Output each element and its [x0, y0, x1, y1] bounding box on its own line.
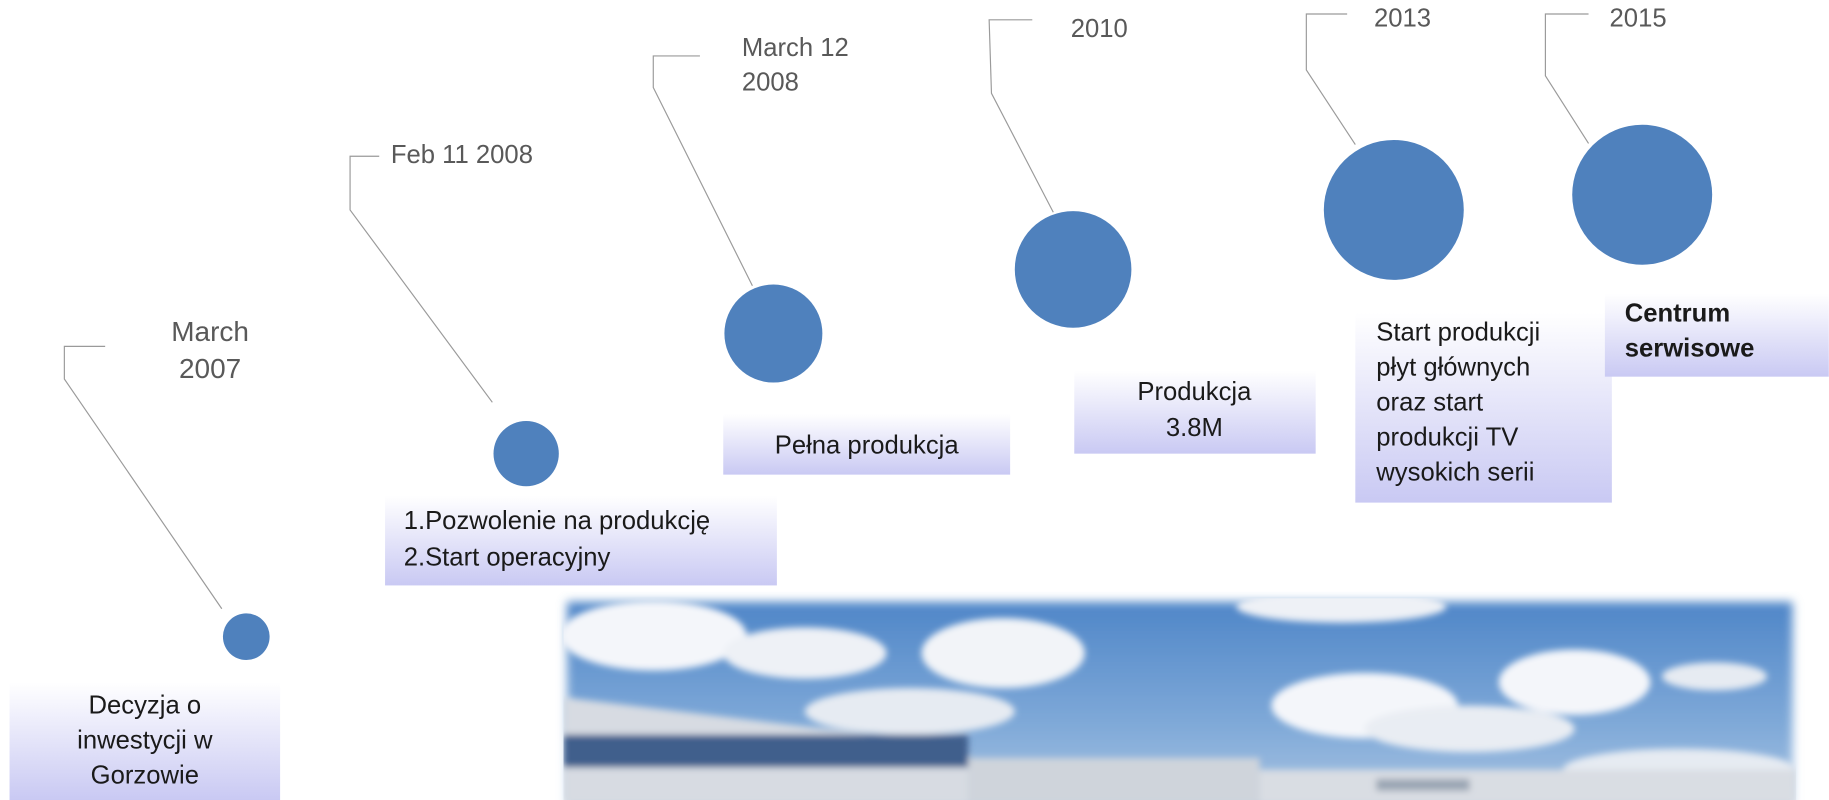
- milestone-date: Feb 11 2008: [391, 141, 533, 169]
- milestone-date: 2013: [1374, 5, 1431, 33]
- photo: [560, 590, 1796, 800]
- milestone-label: oraz start: [1376, 388, 1483, 416]
- milestone-label: Centrum: [1625, 300, 1730, 328]
- milestone: March 2007 Decyzja o inwestycji w Gorzowie: [10, 316, 281, 800]
- milestone-label: płyt głównych: [1376, 353, 1530, 381]
- milestone-label: Produkcja: [1137, 378, 1252, 406]
- timeline: March 2007 Decyzja o inwestycji w Gorzowie Fe…: [0, 0, 1829, 800]
- milestone-dot: [724, 285, 822, 383]
- milestone-dot: [1572, 125, 1712, 265]
- milestone-date: 2007: [179, 353, 241, 384]
- milestone-label: 1.Pozwolenie na produkcję: [404, 507, 710, 535]
- milestone-date: 2008: [742, 69, 799, 97]
- milestone: March 12 2008 Pełna produkcja: [653, 34, 1010, 475]
- leader-line: [350, 156, 492, 402]
- milestone-date: March: [171, 316, 249, 347]
- milestone: 2010 Produkcja 3.8M: [989, 15, 1316, 454]
- leader-line: [653, 56, 752, 286]
- milestone-dot: [1324, 140, 1464, 280]
- milestone-label: 3.8M: [1166, 414, 1223, 442]
- milestone-dot: [223, 613, 270, 660]
- milestone-label: Pełna produkcja: [775, 431, 960, 459]
- leader-line: [1545, 14, 1588, 143]
- milestone-date: 2015: [1610, 5, 1667, 33]
- leader-line: [989, 20, 1053, 212]
- milestone-label: serwisowe: [1625, 335, 1755, 363]
- milestone-label: 2.Start operacyjny: [404, 543, 611, 571]
- milestone-dot: [1015, 211, 1132, 328]
- milestone-date: March 12: [742, 34, 849, 62]
- milestone: 2013 Start produkcji płyt głównych oraz sta…: [1306, 5, 1612, 503]
- leader-line: [1306, 14, 1355, 145]
- leader-line: [64, 346, 221, 608]
- milestone-label: Decyzja o: [89, 691, 202, 719]
- milestone-label: Gorzowie: [91, 761, 199, 789]
- milestone-date: 2010: [1071, 15, 1128, 43]
- milestone-dot: [494, 421, 559, 486]
- milestone-label: wysokich serii: [1375, 458, 1534, 486]
- milestone-label: produkcji TV: [1376, 423, 1518, 451]
- milestone-label: Start produkcji: [1376, 318, 1540, 346]
- milestone-label: inwestycji w: [77, 726, 213, 754]
